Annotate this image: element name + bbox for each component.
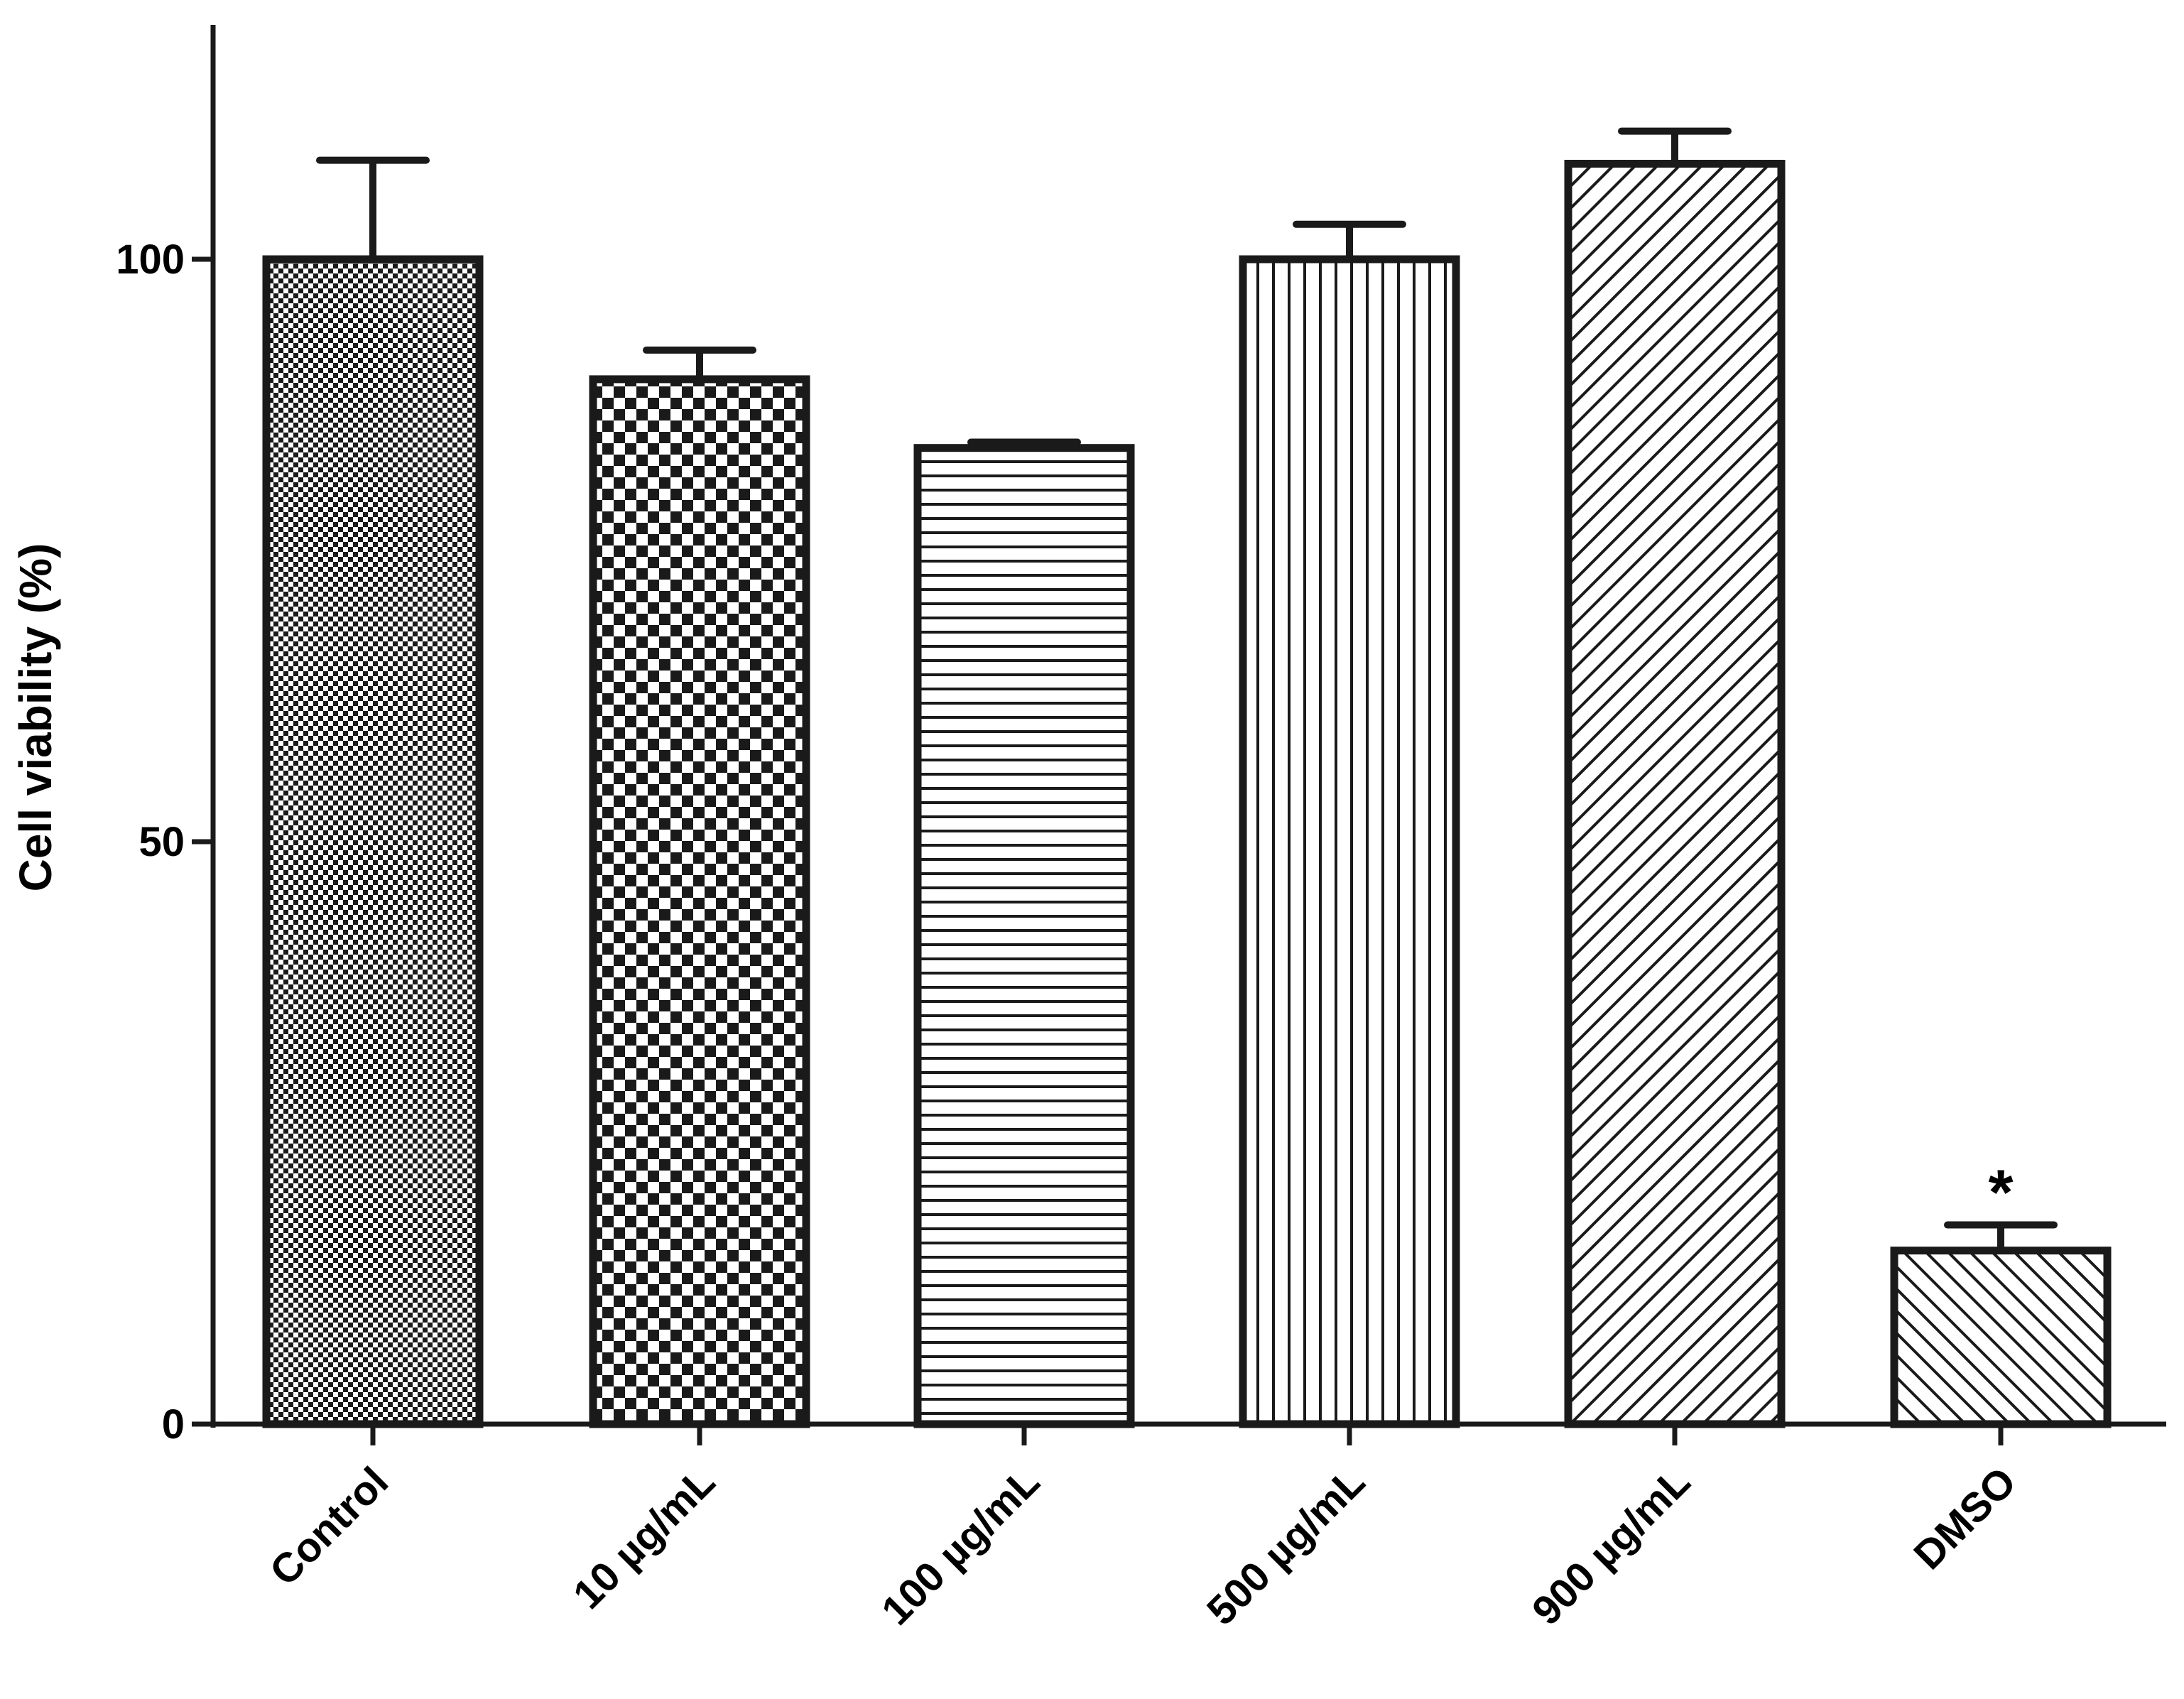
x-tick-label-500-g-ml: 500 µg/mL [1198,1458,1374,1634]
bars-layer [262,127,2112,1428]
x-tick-label-dmso: DMSO [1905,1458,2025,1578]
y-tick-label-0: 0 [162,1401,185,1448]
bar-900-g-ml [1564,160,1786,1428]
bar-dmso [1890,1247,2112,1428]
bar-100-g-ml [913,444,1135,1428]
axes-layer [192,25,2166,1445]
significance-marker: * [1988,1158,2013,1229]
bar-10-g-ml [589,375,810,1428]
x-tick-label-control: Control [261,1458,397,1595]
x-tick-label-10-g-ml: 10 µg/mL [565,1458,724,1618]
x-tick-label-900-g-ml: 900 µg/mL [1523,1458,1699,1634]
y-tick-label-50: 50 [138,819,185,865]
y-axis-label: Cell viability (%) [10,543,61,892]
y-tick-label-100: 100 [116,237,185,283]
x-tick-label-100-g-ml: 100 µg/mL [873,1458,1048,1634]
bar-control [262,255,484,1428]
bar-500-g-ml [1239,255,1460,1428]
